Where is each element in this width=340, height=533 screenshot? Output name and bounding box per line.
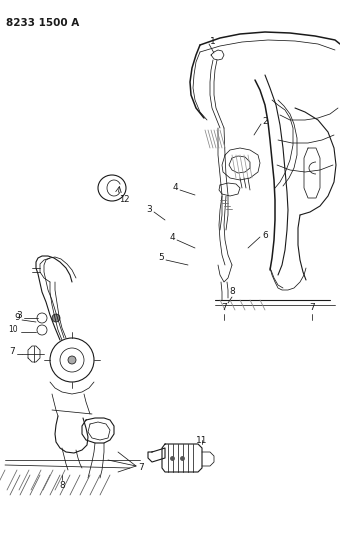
Text: 8: 8 bbox=[59, 481, 65, 489]
Circle shape bbox=[68, 356, 76, 364]
Text: 6: 6 bbox=[262, 230, 268, 239]
Text: 8233 1500 A: 8233 1500 A bbox=[6, 18, 79, 28]
Text: 9: 9 bbox=[14, 313, 20, 322]
Text: 3: 3 bbox=[16, 311, 22, 320]
Circle shape bbox=[52, 314, 60, 322]
Text: 7: 7 bbox=[309, 303, 315, 312]
Text: 5: 5 bbox=[158, 254, 164, 262]
Text: 7: 7 bbox=[221, 303, 227, 312]
Text: 1: 1 bbox=[210, 37, 216, 46]
Text: 4: 4 bbox=[172, 183, 178, 192]
Text: 8: 8 bbox=[229, 287, 235, 296]
Text: 2: 2 bbox=[262, 117, 268, 126]
Text: 10: 10 bbox=[8, 326, 18, 335]
Text: 7: 7 bbox=[138, 464, 144, 472]
Text: 3: 3 bbox=[146, 206, 152, 214]
Text: 7: 7 bbox=[9, 348, 15, 357]
Text: 11: 11 bbox=[196, 436, 208, 445]
Text: 12: 12 bbox=[119, 196, 129, 205]
Text: 4: 4 bbox=[169, 233, 175, 243]
